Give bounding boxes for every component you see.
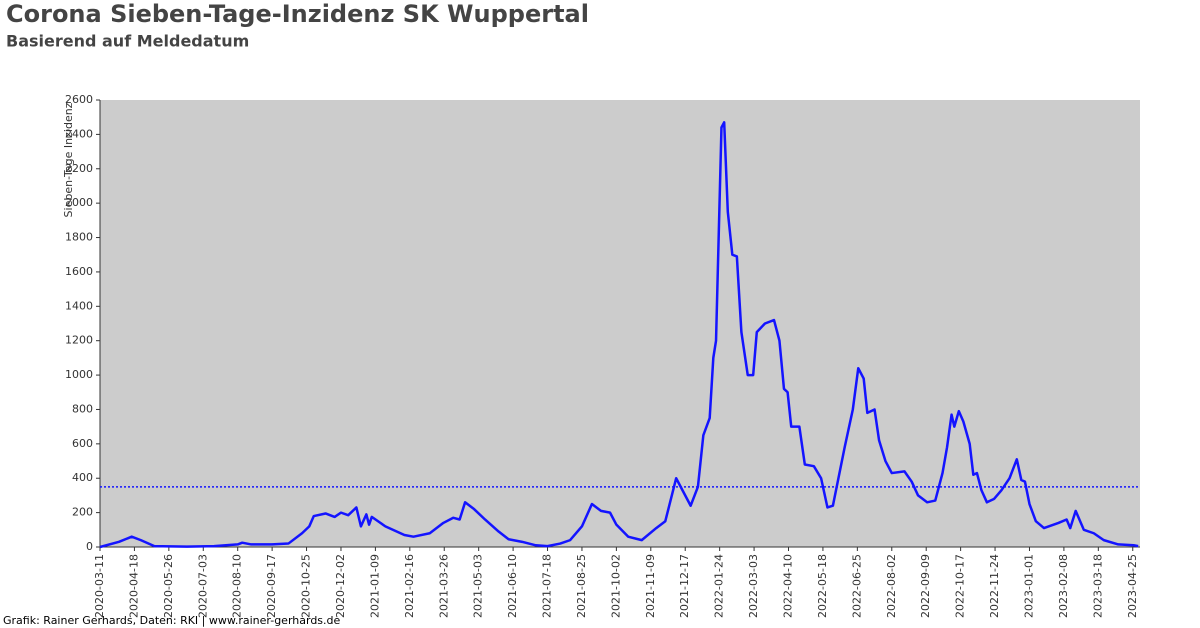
x-tick-label: 2021-05-03 — [472, 554, 485, 618]
x-tick-label: 2022-01-24 — [713, 554, 726, 618]
y-axis-label: Sieben-Tage Inzidenz — [62, 102, 75, 217]
x-tick-label: 2020-03-11 — [93, 554, 106, 618]
x-tick-label: 2021-10-02 — [609, 554, 622, 618]
x-tick-label: 2021-02-16 — [403, 554, 416, 618]
x-tick-label: 2022-03-03 — [747, 554, 760, 618]
x-tick-label: 2021-06-10 — [506, 554, 519, 618]
data-line — [99, 121, 1139, 549]
y-tick-label: 200 — [72, 506, 93, 519]
plot-area — [100, 100, 1140, 547]
chart-subtitle: Basierend auf Meldedatum — [6, 32, 249, 51]
x-tick-label: 2021-07-18 — [541, 554, 554, 618]
y-tick-label: 600 — [72, 437, 93, 450]
y-tick-label: 2600 — [65, 93, 93, 106]
x-tick-label: 2022-11-24 — [988, 554, 1001, 618]
x-tick-label: 2023-02-08 — [1057, 554, 1070, 618]
x-tick-label: 2020-05-26 — [162, 554, 175, 618]
x-tick-label: 2023-01-01 — [1022, 554, 1035, 618]
y-tick-label: 400 — [72, 471, 93, 484]
x-tick-label: 2021-12-17 — [678, 554, 691, 618]
x-tick-label: 2022-08-02 — [885, 554, 898, 618]
y-tick-label: 1200 — [65, 334, 93, 347]
chart-title: Corona Sieben-Tage-Inzidenz SK Wuppertal — [6, 0, 589, 28]
y-tick-label: 1800 — [65, 231, 93, 244]
x-tick-label: 2020-09-17 — [265, 554, 278, 618]
x-tick-label: 2022-05-18 — [816, 554, 829, 618]
footer: Grafik: Rainer Gerhards, Daten: RKI | ww… — [3, 614, 341, 627]
x-tick-label: 2020-07-03 — [196, 554, 209, 618]
x-tick-label: 2021-01-09 — [368, 554, 381, 618]
y-tick-label: 1000 — [65, 368, 93, 381]
x-tick-label: 2020-08-10 — [231, 554, 244, 618]
x-tick-label: 2021-03-26 — [437, 554, 450, 618]
y-tick-label: 1600 — [65, 265, 93, 278]
x-tick-label: 2022-09-09 — [919, 554, 932, 618]
x-tick-label: 2020-12-02 — [334, 554, 347, 618]
x-tick-label: 2021-11-09 — [644, 554, 657, 618]
y-tick-label: 0 — [86, 540, 93, 553]
y-tick-label: 2200 — [65, 162, 93, 175]
x-tick-label: 2023-04-25 — [1126, 554, 1139, 618]
x-tick-label: 2022-04-10 — [782, 554, 795, 618]
x-tick-label: 2021-08-25 — [575, 554, 588, 618]
x-tick-label: 2022-10-17 — [954, 554, 967, 618]
y-tick-label: 2400 — [65, 127, 93, 140]
x-tick-label: 2020-04-18 — [127, 554, 140, 618]
x-tick-label: 2023-03-18 — [1091, 554, 1104, 618]
y-tick-label: 800 — [72, 402, 93, 415]
x-tick-label: 2022-06-25 — [850, 554, 863, 618]
y-tick-label: 1400 — [65, 299, 93, 312]
x-tick-label: 2020-10-25 — [300, 554, 313, 618]
y-tick-label: 2000 — [65, 196, 93, 209]
